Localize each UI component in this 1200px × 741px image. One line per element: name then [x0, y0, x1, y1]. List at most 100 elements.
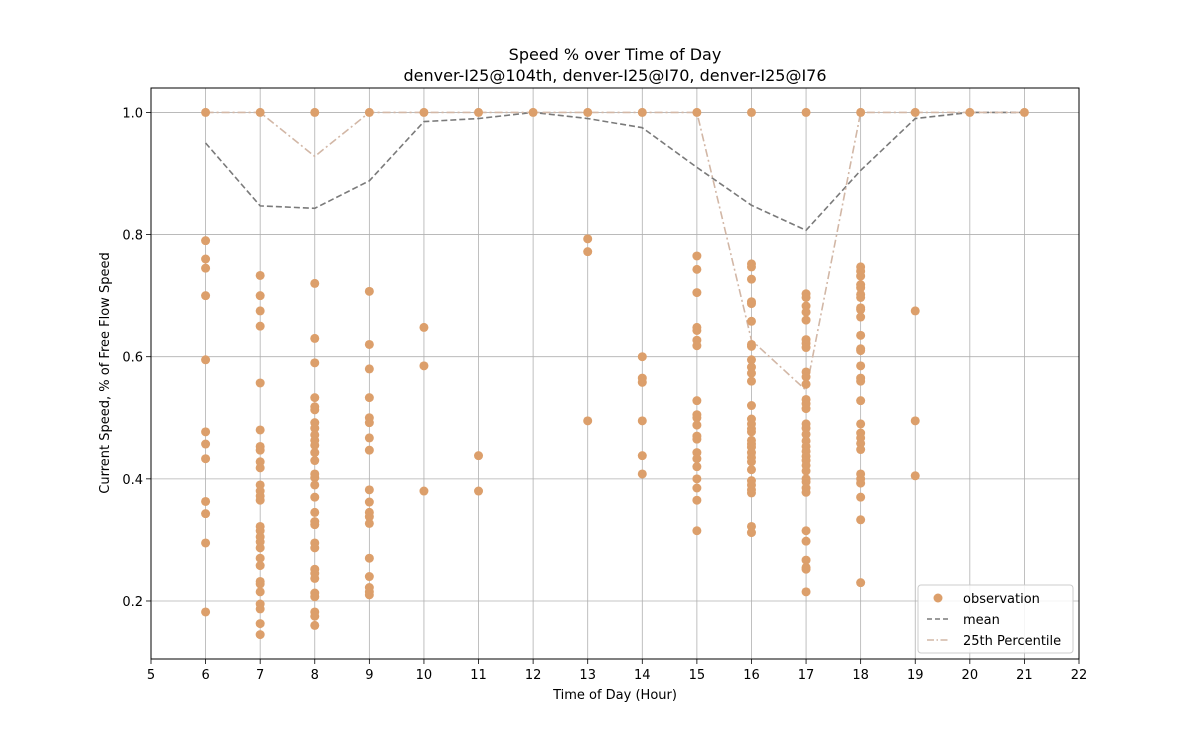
observation-point — [692, 325, 702, 335]
observation-point — [364, 497, 374, 507]
observation-point — [255, 561, 265, 571]
legend: observation mean 25th Percentile — [917, 584, 1074, 654]
legend-box — [917, 584, 1074, 654]
observation-point — [801, 343, 811, 353]
observation-point — [692, 341, 702, 351]
observation-point — [965, 107, 975, 117]
observation-point — [856, 361, 866, 371]
observation-point — [692, 483, 702, 493]
observation-point — [255, 619, 265, 629]
observation-point — [692, 396, 702, 406]
x-tick-label: 21 — [1016, 668, 1033, 683]
observation-point — [692, 474, 702, 484]
observation-point — [255, 543, 265, 553]
observation-point — [583, 247, 593, 257]
observation-point — [201, 107, 211, 117]
observation-point — [637, 377, 647, 387]
observation-point — [746, 427, 756, 437]
y-axis-ticks: 0.2 0.4 0.6 0.8 1.0 — [122, 106, 151, 610]
observation-point — [310, 107, 320, 117]
y-tick-label: 0.4 — [122, 473, 143, 488]
observation-point — [801, 315, 811, 325]
observation-point — [746, 299, 756, 309]
observation-point — [201, 291, 211, 301]
x-tick-label: 16 — [743, 668, 760, 683]
observation-point — [364, 553, 374, 563]
observation-point — [746, 368, 756, 378]
observation-point — [801, 404, 811, 414]
observation-point — [255, 291, 265, 301]
observation-point — [692, 420, 702, 430]
observation-point — [583, 107, 593, 117]
observation-point — [310, 620, 320, 630]
x-tick-label: 19 — [907, 668, 924, 683]
observation-point — [910, 416, 920, 426]
grid — [151, 88, 1079, 659]
x-tick-label: 18 — [852, 668, 869, 683]
observation-point — [856, 107, 866, 117]
observation-point — [746, 376, 756, 386]
observation-point — [1019, 107, 1029, 117]
observation-point — [310, 405, 320, 415]
observation-point — [746, 465, 756, 475]
percentile-line — [205, 111, 1025, 392]
y-tick-label: 1.0 — [122, 106, 143, 121]
x-tick-label: 8 — [311, 668, 319, 683]
observation-point — [255, 553, 265, 563]
observation-point — [364, 107, 374, 117]
observation-point — [310, 440, 320, 450]
observation-point — [201, 263, 211, 273]
observation-point — [746, 488, 756, 498]
observation-point — [201, 538, 211, 548]
legend-label-observation: observation — [963, 592, 1040, 607]
x-tick-label: 7 — [256, 668, 264, 683]
x-tick-label: 22 — [1071, 668, 1088, 683]
observation-point — [692, 434, 702, 444]
observation-point — [910, 306, 920, 316]
observation-point — [856, 271, 866, 281]
x-tick-label: 12 — [525, 668, 542, 683]
observation-point — [255, 630, 265, 640]
observation-point — [637, 451, 647, 461]
x-tick-label: 9 — [365, 668, 373, 683]
observation-point — [310, 520, 320, 530]
observation-point — [364, 572, 374, 582]
observation-point — [310, 480, 320, 490]
observation-point — [856, 283, 866, 293]
observation-point — [419, 486, 429, 496]
observation-point — [583, 234, 593, 244]
observation-point — [255, 463, 265, 473]
observation-point — [856, 515, 866, 525]
observation-point — [801, 587, 811, 597]
observation-point — [801, 536, 811, 546]
observation-point — [746, 457, 756, 467]
observation-point — [746, 341, 756, 351]
x-tick-label: 20 — [962, 668, 979, 683]
y-axis-label: Current Speed, % of Free Flow Speed — [98, 252, 113, 493]
observation-point — [255, 425, 265, 435]
observation-point — [310, 393, 320, 403]
observation-point — [746, 107, 756, 117]
y-tick-label: 0.8 — [122, 229, 143, 244]
observation-point — [310, 592, 320, 602]
observation-point — [201, 427, 211, 437]
observation-point — [692, 107, 702, 117]
observation-point — [474, 107, 484, 117]
observation-point — [310, 278, 320, 288]
observation-point — [856, 396, 866, 406]
observation-point — [310, 611, 320, 621]
observation-point — [692, 413, 702, 423]
observation-point — [692, 264, 702, 274]
observation-point — [201, 607, 211, 617]
observation-point — [255, 587, 265, 597]
observation-point — [310, 358, 320, 368]
observation-point — [255, 107, 265, 117]
observation-point — [692, 288, 702, 298]
plot-frame — [150, 87, 1080, 660]
chart-subtitle: denver-I25@104th, denver-I25@I70, denver… — [403, 66, 826, 85]
observation-point — [746, 262, 756, 272]
observation-point — [310, 448, 320, 458]
observation-point — [364, 433, 374, 443]
observation-points — [201, 107, 1029, 640]
